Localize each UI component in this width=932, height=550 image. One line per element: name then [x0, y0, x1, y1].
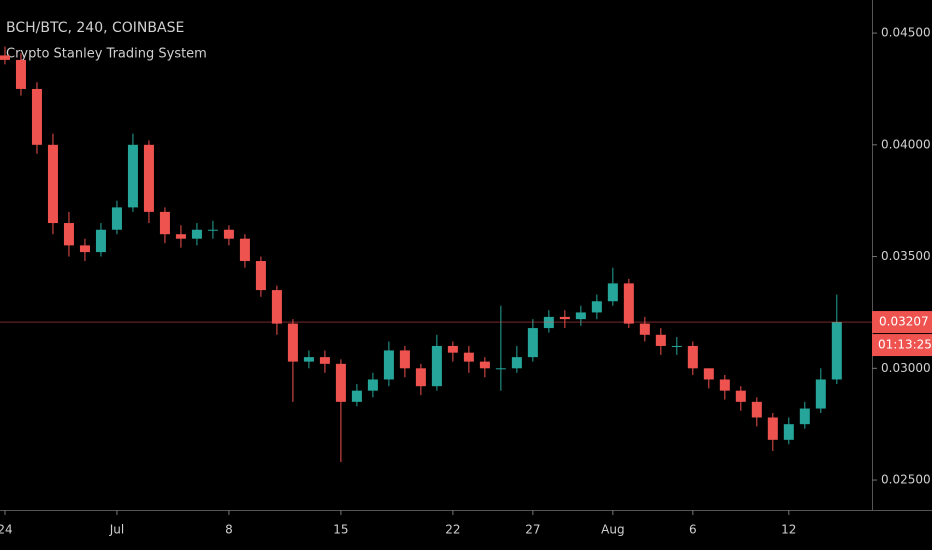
candle-body	[623, 283, 634, 324]
candle-body	[319, 357, 330, 364]
y-tick-label: 0.04000	[881, 137, 931, 151]
candle-body	[0, 55, 10, 60]
candle-body	[735, 390, 746, 402]
candle-body	[351, 390, 362, 402]
candle-body	[255, 261, 266, 291]
candle-body	[223, 229, 234, 239]
candle-body	[751, 401, 762, 418]
candle-body	[335, 363, 346, 402]
y-tick-label: 0.02500	[881, 473, 931, 487]
candle-body	[591, 301, 602, 313]
candle-body	[63, 223, 74, 246]
candle-body	[239, 238, 250, 262]
candle-body	[687, 345, 698, 369]
candle-body	[79, 245, 90, 253]
candle-body	[831, 322, 842, 380]
candle-body	[415, 368, 426, 387]
last-price-label: 0.03207	[879, 315, 929, 329]
candle-body	[559, 316, 570, 320]
candle-body	[767, 417, 778, 440]
candle-body	[431, 345, 442, 387]
candle-body	[15, 59, 26, 89]
y-tick-label: 0.04500	[881, 26, 931, 40]
chart-title: BCH/BTC, 240, COINBASE	[6, 20, 184, 36]
y-tick-label: 0.03500	[881, 249, 931, 263]
candle-body	[575, 312, 586, 320]
x-tick-label: 8	[225, 523, 233, 537]
countdown-box	[872, 334, 932, 357]
candle-body	[463, 352, 474, 362]
candle-body	[383, 350, 394, 380]
x-tick-label: 15	[333, 523, 348, 537]
candle-body	[47, 144, 58, 224]
candle-body	[495, 368, 506, 370]
y-tick-label: 0.03000	[881, 361, 931, 375]
candle-body	[783, 424, 794, 440]
candle-body	[655, 334, 666, 346]
candle-body	[143, 144, 154, 212]
candle-body	[127, 144, 138, 208]
x-tick-label: 6	[689, 523, 697, 537]
candle-body	[511, 357, 522, 369]
candle-body	[399, 350, 410, 369]
candle-body	[607, 283, 618, 302]
candle-body	[479, 361, 490, 369]
candle-body	[639, 323, 650, 335]
candle-body	[719, 379, 730, 391]
candle-body	[671, 345, 682, 347]
x-tick-label: 12	[781, 523, 796, 537]
candle-body	[367, 379, 378, 391]
candle-body	[159, 211, 170, 235]
candle-body	[287, 323, 298, 362]
candle-body	[799, 408, 810, 425]
candle-body	[447, 345, 458, 353]
indicator-name: Crypto Stanley Trading System	[6, 47, 207, 62]
candle-body	[527, 328, 538, 358]
candle-body	[815, 379, 826, 409]
candle-body	[207, 229, 218, 231]
x-tick-label: 22	[445, 523, 460, 537]
candle-body	[175, 234, 186, 239]
candle-body	[95, 229, 106, 253]
candle-body	[543, 316, 554, 329]
x-tick-label: Aug	[601, 523, 624, 537]
last-price-box	[872, 311, 932, 334]
x-tick-label: 27	[525, 523, 540, 537]
x-tick-label: 24	[0, 523, 13, 537]
candle-body	[703, 368, 714, 380]
candle-body	[31, 88, 42, 145]
candle-body	[303, 357, 314, 362]
x-tick-label: Jul	[109, 523, 124, 537]
candle-body	[191, 229, 202, 239]
candle-body	[111, 207, 122, 230]
countdown-label: 01:13:25	[878, 338, 932, 352]
candle-body	[271, 290, 282, 324]
